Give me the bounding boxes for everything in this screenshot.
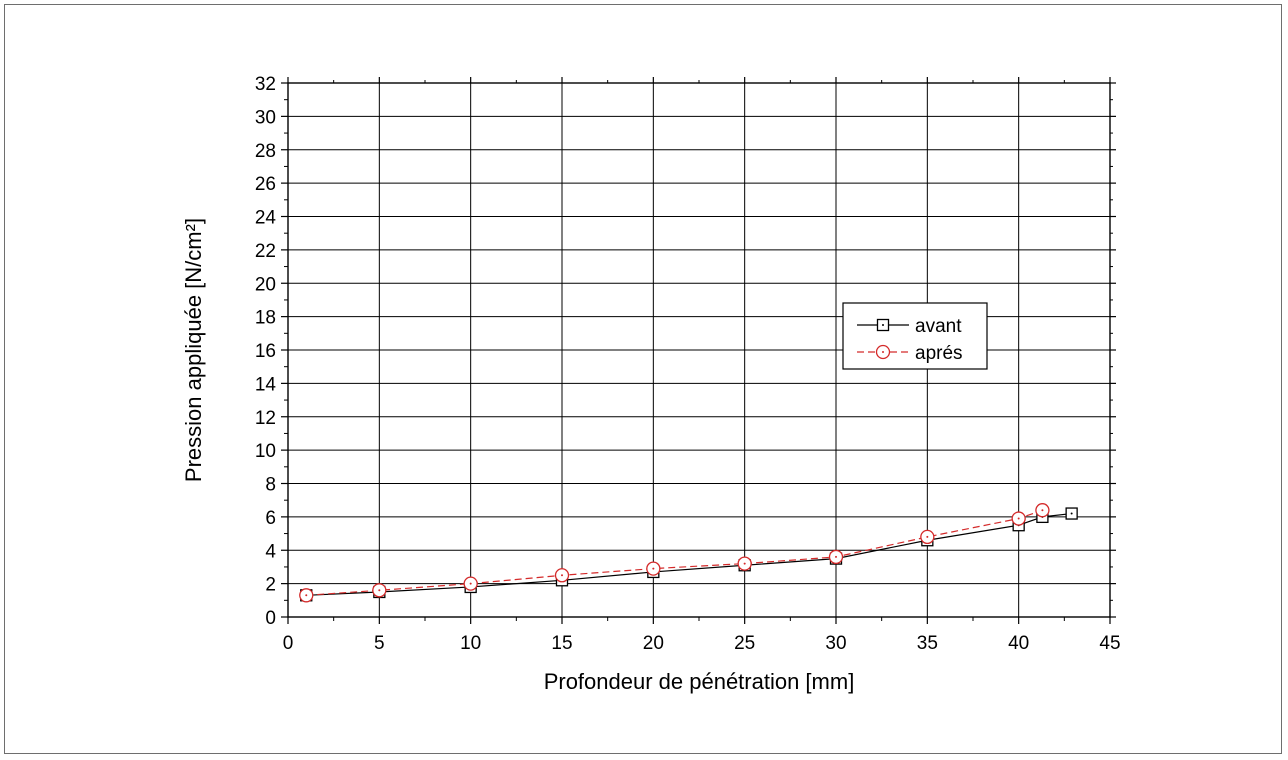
data-point-dot [1070, 512, 1073, 515]
data-series [299, 503, 1078, 603]
y-tick-label: 32 [255, 74, 276, 95]
y-tick-label: 30 [255, 107, 276, 128]
x-tick-label: 35 [917, 633, 938, 654]
series-aprés [299, 503, 1050, 603]
data-point-dot [743, 562, 746, 565]
y-tick-label: 18 [255, 308, 276, 329]
y-tick-label: 0 [265, 608, 276, 629]
figure-frame: 0 5 10 15 20 25 30 35 40 45 0 2 4 6 8 10 12 14 16 18 20 22 24… [4, 4, 1282, 754]
y-tick-label: 26 [255, 174, 276, 195]
data-point-dot [882, 324, 884, 326]
y-tick-label: 2 [265, 575, 276, 596]
x-tick-label: 30 [825, 633, 846, 654]
legend-box [842, 302, 988, 370]
data-point-dot [835, 555, 837, 558]
x-tick-label: 40 [1008, 633, 1029, 654]
y-tick-label: 22 [255, 241, 276, 262]
data-point-dot [882, 351, 884, 353]
x-tick-label: 25 [734, 633, 755, 654]
x-tick-label: 45 [1099, 633, 1120, 654]
legend: avant aprés [842, 302, 988, 370]
data-point-dot [652, 567, 655, 570]
legend-items: avant aprés [857, 316, 963, 364]
y-tick-label: 28 [255, 141, 276, 162]
legend-item-avant: avant [857, 316, 962, 337]
legend-item-aprés: aprés [857, 343, 963, 364]
y-axis-title: Pression appliquée [N/cm²] [181, 218, 206, 482]
y-tick-label: 10 [255, 441, 276, 462]
data-point-dot [926, 535, 929, 538]
data-point-dot [1041, 509, 1044, 512]
x-tick-label: 0 [283, 633, 294, 654]
line-chart: 0 5 10 15 20 25 30 35 40 45 024681012141618202224… [181, 74, 1121, 694]
y-tick-label: 6 [265, 508, 276, 529]
y-tick-label: 12 [255, 408, 276, 429]
x-tick-label: 20 [643, 633, 664, 654]
data-point-dot [378, 589, 381, 592]
y-tick-label: 20 [255, 274, 276, 295]
series-line [306, 509, 1043, 596]
y-tick-label: 4 [265, 541, 276, 562]
x-tick-label: 10 [460, 633, 481, 654]
y-tick-label: 16 [255, 341, 276, 362]
legend-label: avant [915, 316, 962, 337]
data-point-dot [305, 594, 308, 597]
x-axis-ticks: 0 5 10 15 20 25 30 35 40 45 [283, 77, 1121, 654]
data-point-dot [469, 582, 472, 585]
grid-lines [288, 83, 1110, 617]
series-avant [300, 507, 1078, 602]
legend-label: aprés [915, 343, 963, 364]
series-line [306, 512, 1072, 596]
x-axis-title: Profondeur de pénétration [mm] [544, 669, 855, 694]
y-tick-label: 8 [265, 475, 276, 496]
y-tick-label: 24 [255, 208, 277, 229]
y-tick-label: 14 [255, 374, 277, 395]
x-tick-label: 15 [551, 633, 572, 654]
x-tick-label: 5 [374, 633, 385, 654]
data-point-dot [561, 574, 563, 577]
data-point-dot [1017, 517, 1020, 520]
